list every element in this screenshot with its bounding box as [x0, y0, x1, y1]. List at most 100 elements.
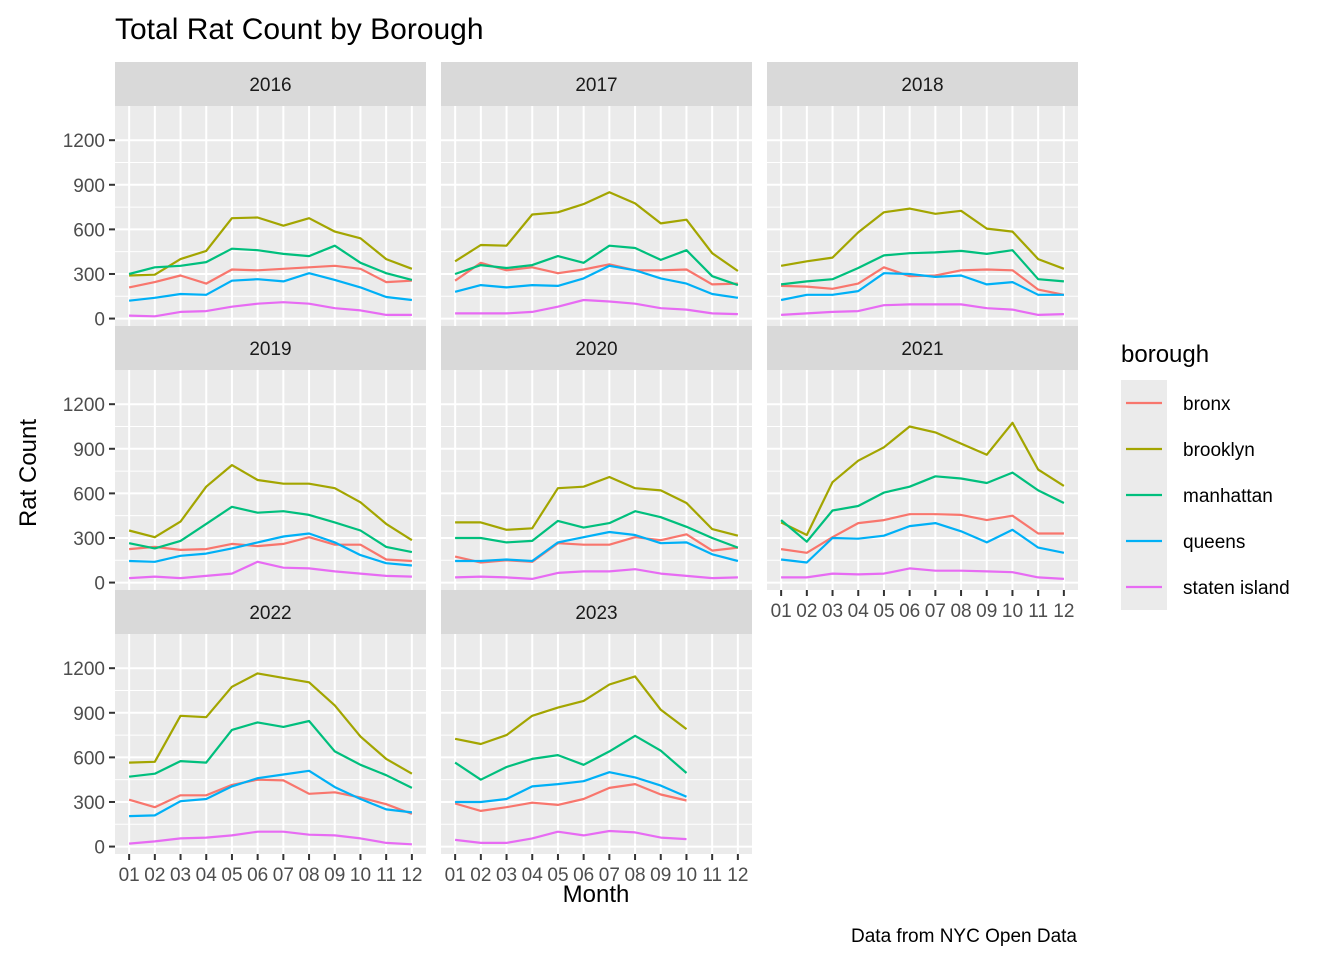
series-line-queens [780, 272, 1064, 302]
x-tick-label: 01 [771, 601, 792, 622]
series-line-brooklyn [129, 672, 413, 775]
x-tick-label: 12 [727, 865, 748, 886]
series-line-staten-island [781, 567, 1064, 580]
series-line-staten-island [455, 298, 738, 316]
series-line-staten-island [455, 568, 738, 581]
x-tick-label: 01 [119, 865, 140, 886]
facet-strip [115, 326, 426, 370]
series-line-queens [454, 264, 739, 299]
x-tick-label: 08 [950, 601, 971, 622]
x-tick-label: 12 [401, 865, 422, 886]
y-tick-label: 900 [73, 176, 105, 197]
panel-background [441, 634, 752, 854]
panel-background [115, 106, 426, 326]
series-line-manhattan [780, 249, 1064, 286]
facet-strip-label: 2018 [901, 75, 943, 96]
x-tick-label: 05 [221, 865, 242, 886]
x-tick-label: 10 [676, 865, 697, 886]
x-tick-label: 09 [324, 865, 345, 886]
series-line-manhattan [455, 510, 739, 549]
y-tick-label: 300 [73, 265, 105, 286]
x-tick-label: 08 [298, 865, 319, 886]
chart-title: Total Rat Count by Borough [115, 13, 484, 46]
x-tick-label: 03 [822, 601, 843, 622]
legend-label: staten island [1183, 578, 1290, 599]
facet-strip-label: 2023 [575, 603, 617, 624]
facet-strip-label: 2017 [575, 75, 617, 96]
x-tick-label: 06 [247, 865, 268, 886]
panel-background [767, 106, 1078, 326]
x-tick-label: 05 [547, 865, 568, 886]
x-tick-label: 10 [350, 865, 371, 886]
y-tick-label: 900 [73, 704, 105, 725]
facet-strip [767, 326, 1078, 370]
x-tick-label: 12 [1053, 601, 1074, 622]
series-line-staten-island [781, 303, 1064, 316]
x-tick-label: 10 [1002, 601, 1023, 622]
series-line-queens [128, 272, 413, 302]
x-tick-label: 03 [496, 865, 517, 886]
panel-background [115, 634, 426, 854]
facet-strip [441, 326, 752, 370]
legend-label: queens [1183, 532, 1245, 553]
facet-strip [767, 62, 1078, 106]
y-tick-label: 600 [73, 748, 105, 769]
x-tick-label: 03 [170, 865, 191, 886]
series-line-manhattan [780, 471, 1065, 543]
facet-strip-label: 2019 [249, 339, 291, 360]
legend-title: borough [1121, 341, 1209, 368]
series-line-brooklyn [455, 475, 739, 537]
series-line-staten-island [454, 829, 687, 845]
x-tick-label: 07 [273, 865, 294, 886]
x-tick-label: 02 [796, 601, 817, 622]
x-tick-label: 06 [573, 865, 594, 886]
series-line-staten-island [129, 560, 412, 580]
panel-background [441, 370, 752, 590]
series-line-staten-island [129, 830, 412, 846]
x-tick-label: 09 [650, 865, 671, 886]
facet-strip-label: 2016 [249, 75, 291, 96]
series-line-queens [129, 532, 412, 567]
x-tick-label: 06 [899, 601, 920, 622]
series-line-bronx [128, 264, 412, 289]
series-line-bronx [454, 782, 687, 813]
series-line-manhattan [454, 244, 739, 287]
y-tick-label: 300 [73, 529, 105, 550]
chart-caption: Data from NYC Open Data [851, 926, 1077, 947]
panel-background [441, 106, 752, 326]
series-line-brooklyn [780, 207, 1065, 270]
series-line-manhattan [128, 505, 413, 554]
x-axis-title: Month [563, 881, 630, 908]
series-line-brooklyn [454, 675, 688, 746]
x-tick-label: 07 [925, 601, 946, 622]
facet-strip [115, 62, 426, 106]
y-tick-label: 0 [94, 574, 105, 595]
legend-label: brooklyn [1183, 440, 1255, 461]
series-line-queens [780, 521, 1065, 564]
series-line-bronx [454, 261, 738, 286]
legend-label: bronx [1183, 394, 1231, 415]
facet-strip-label: 2020 [575, 339, 617, 360]
series-line-bronx [780, 513, 1064, 554]
series-line-queens [455, 530, 739, 563]
series-line-queens [455, 771, 687, 804]
x-tick-label: 05 [873, 601, 894, 622]
x-tick-label: 11 [1028, 601, 1048, 622]
x-tick-label: 01 [445, 865, 466, 886]
x-tick-label: 04 [522, 865, 544, 886]
facet-strip [115, 590, 426, 634]
x-tick-label: 07 [599, 865, 620, 886]
legend-label: manhattan [1183, 486, 1273, 507]
series-line-manhattan [128, 244, 413, 281]
facet-strip [441, 590, 752, 634]
series-line-bronx [129, 536, 412, 563]
y-axis-title: Rat Count [15, 419, 42, 527]
x-tick-label: 09 [976, 601, 997, 622]
y-tick-label: 0 [94, 838, 105, 859]
panel-background [767, 370, 1078, 590]
series-line-brooklyn [128, 464, 413, 542]
y-tick-label: 300 [73, 793, 105, 814]
y-tick-label: 900 [73, 440, 105, 461]
